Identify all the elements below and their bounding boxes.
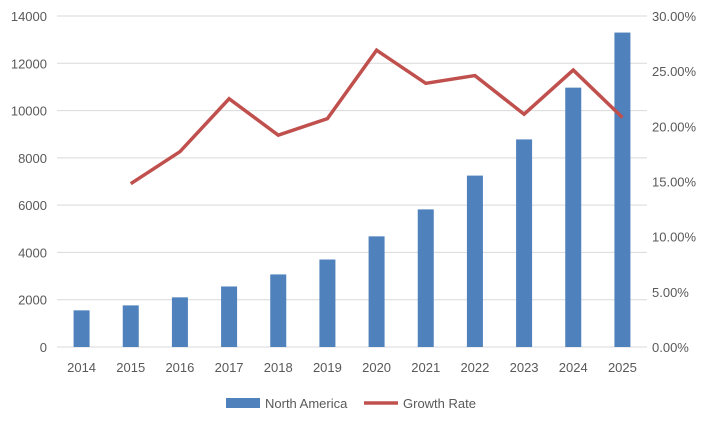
bar-2023 <box>516 139 532 347</box>
legend-label-north-america: North America <box>265 396 348 411</box>
y-right-tick-label: 20.00% <box>652 119 697 134</box>
bar-2020 <box>369 236 385 347</box>
y-left-tick-label: 12000 <box>11 56 47 71</box>
bar-2025 <box>614 33 630 347</box>
y-right-tick-label: 0.00% <box>652 340 689 355</box>
x-tick-label: 2022 <box>460 360 489 375</box>
x-tick-label: 2018 <box>264 360 293 375</box>
bar-2018 <box>270 274 286 347</box>
bar-2022 <box>467 176 483 347</box>
bar-2017 <box>221 286 237 347</box>
x-tick-label: 2020 <box>362 360 391 375</box>
x-tick-label: 2025 <box>608 360 637 375</box>
y-left-tick-label: 6000 <box>18 198 47 213</box>
bar-2016 <box>172 297 188 347</box>
y-left-tick-label: 10000 <box>11 104 47 119</box>
y-right-tick-label: 30.00% <box>652 9 697 24</box>
x-tick-label: 2015 <box>116 360 145 375</box>
bar-2021 <box>418 209 434 347</box>
y-right-tick-label: 15.00% <box>652 175 697 190</box>
x-tick-label: 2014 <box>67 360 96 375</box>
y-right-tick-label: 25.00% <box>652 64 697 79</box>
x-tick-label: 2023 <box>510 360 539 375</box>
legend-swatch-north-america <box>226 398 260 408</box>
y-right-tick-label: 5.00% <box>652 285 689 300</box>
bar-2015 <box>123 305 139 347</box>
y-right-tick-label: 10.00% <box>652 230 697 245</box>
bar-2024 <box>565 88 581 347</box>
bar-2019 <box>319 260 335 347</box>
legend-label-growth-rate: Growth Rate <box>403 396 476 411</box>
y-left-tick-label: 8000 <box>18 151 47 166</box>
x-tick-label: 2021 <box>411 360 440 375</box>
x-tick-label: 2019 <box>313 360 342 375</box>
y-left-tick-label: 4000 <box>18 245 47 260</box>
y-left-tick-label: 2000 <box>18 293 47 308</box>
growth-rate-line <box>131 50 623 184</box>
x-tick-label: 2017 <box>215 360 244 375</box>
bar-2014 <box>74 310 90 347</box>
y-left-tick-label: 14000 <box>11 9 47 24</box>
x-tick-label: 2024 <box>559 360 588 375</box>
y-left-tick-label: 0 <box>40 340 47 355</box>
x-tick-label: 2016 <box>165 360 194 375</box>
